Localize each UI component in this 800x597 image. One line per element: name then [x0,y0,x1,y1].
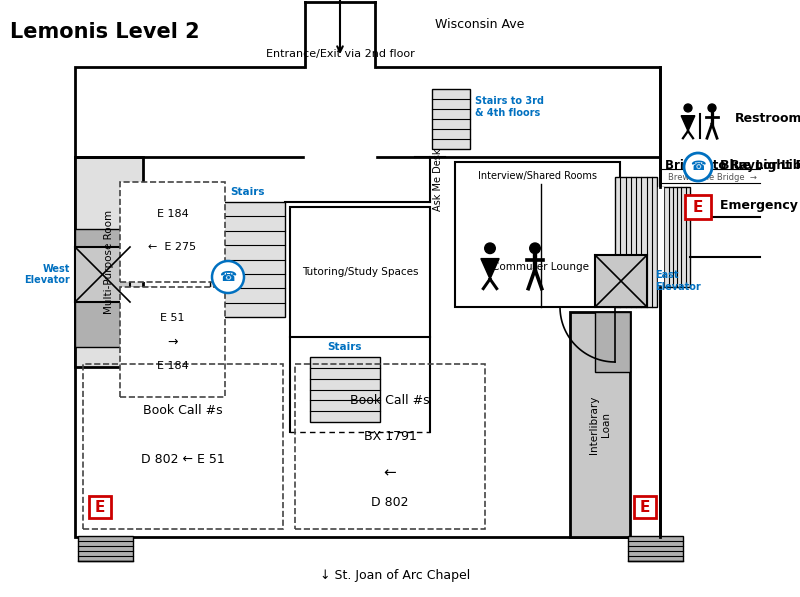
Bar [120,287,225,397]
Text: Entrance/Exit via 2nd floor: Entrance/Exit via 2nd floor [266,49,414,59]
Text: Interlibrary
Loan: Interlibrary Loan [589,395,611,454]
Bar [305,65,375,69]
Text: ☎: ☎ [690,161,706,174]
Text: Emergency Exit: Emergency Exit [720,198,800,211]
Bar [310,357,380,422]
Text: D 802 ← E 51: D 802 ← E 51 [141,453,225,466]
Text: Stairs to 3rd
& 4th floors: Stairs to 3rd & 4th floors [475,96,544,118]
Text: ←: ← [384,466,396,481]
Bar [685,195,711,219]
Polygon shape [481,259,499,279]
Text: E: E [693,199,703,214]
Bar [295,364,485,529]
Text: E 184: E 184 [157,209,188,219]
Bar [432,89,470,149]
Bar [75,67,660,537]
Text: West
Elevator: West Elevator [24,264,70,285]
Text: E: E [95,500,105,515]
Circle shape [530,243,540,254]
Text: Commuter Lounge: Commuter Lounge [491,262,589,272]
Bar [75,157,143,367]
Text: Multi-Purpose Room: Multi-Purpose Room [104,210,114,314]
Bar [628,536,683,561]
Text: Tutoring/Study Spaces: Tutoring/Study Spaces [302,267,418,277]
Text: Restrooms: Restrooms [735,112,800,125]
Bar [290,207,430,337]
Circle shape [684,104,692,112]
Text: E 51: E 51 [160,313,185,323]
Bar [120,182,225,282]
Circle shape [212,261,244,293]
Text: Stairs: Stairs [328,342,362,352]
Bar [455,162,620,307]
Bar [210,202,285,317]
Text: Wisconsin Ave: Wisconsin Ave [435,18,525,31]
Text: East
Elevator: East Elevator [655,270,701,292]
Text: Interview/Shared Rooms: Interview/Shared Rooms [478,171,597,181]
Bar [78,536,133,561]
Text: BX 1791: BX 1791 [363,430,417,443]
Text: Ask Me Desk: Ask Me Desk [433,148,443,211]
Bar [75,229,138,247]
Text: Book Call #s: Book Call #s [143,404,223,417]
Text: ↓ St. Joan of Arc Chapel: ↓ St. Joan of Arc Chapel [320,569,470,582]
Text: ←  E 275: ← E 275 [149,242,197,252]
Bar [595,255,647,307]
Bar [615,177,657,307]
Text: Brew @the Bridge  →: Brew @the Bridge → [668,173,757,181]
Bar [595,312,630,372]
Text: Blue Light Phone: Blue Light Phone [720,158,800,171]
Text: Book Call #s: Book Call #s [350,394,430,407]
Bar [89,496,111,518]
Text: D 802: D 802 [371,496,409,509]
Text: ☎: ☎ [219,270,237,284]
Text: →: → [167,336,178,349]
Text: Stairs: Stairs [230,187,265,197]
Text: E: E [640,500,650,515]
Bar [83,364,283,529]
Bar [658,187,663,287]
Bar [305,154,375,159]
Bar [75,287,153,347]
Bar [634,496,656,518]
Text: Bridge to Raynor Library: Bridge to Raynor Library [665,158,800,171]
Bar [570,312,630,537]
Polygon shape [681,116,695,131]
Text: Lemonis Level 2: Lemonis Level 2 [10,22,200,42]
Bar [75,247,130,302]
Circle shape [708,104,716,112]
Circle shape [684,153,712,181]
Circle shape [485,243,495,254]
Bar [660,187,690,287]
Text: E 184: E 184 [157,361,188,371]
